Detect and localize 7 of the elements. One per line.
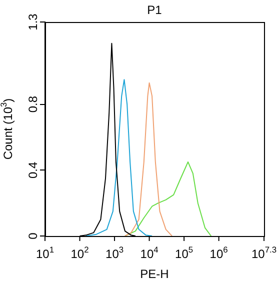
chart-title: P1 xyxy=(147,3,162,17)
y-axis-title: Count (103) xyxy=(0,98,15,160)
y-tick-label: 0.8 xyxy=(26,96,40,113)
y-tick-label: 0 xyxy=(26,232,40,240)
x-axis-title: PE-H xyxy=(140,267,169,281)
y-tick-label: 1.3 xyxy=(26,13,40,30)
y-tick-label: 0.4 xyxy=(26,161,40,178)
